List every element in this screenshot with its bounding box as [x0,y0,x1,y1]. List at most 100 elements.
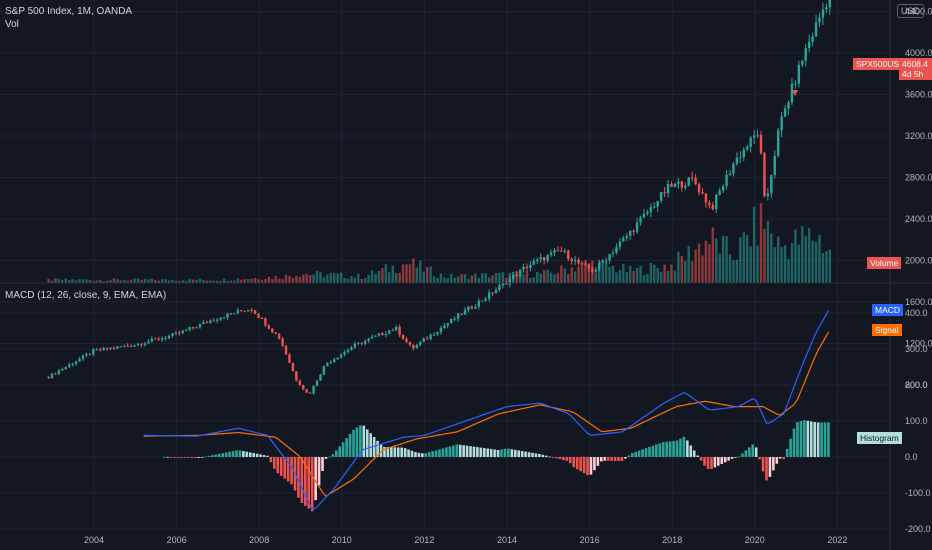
histogram-bar [262,455,266,457]
candle [467,306,470,311]
candle [408,341,412,345]
candle [377,333,381,336]
volume-bar [257,279,260,283]
candle [109,347,112,350]
histogram-bar [286,457,290,482]
volume-bar [594,272,597,283]
candle [763,153,766,197]
histogram-bar [379,444,383,457]
volume-bar [253,277,257,283]
volume-bar [405,264,408,283]
histogram-bar [345,438,348,457]
histogram-bar [200,457,204,458]
candle [773,156,776,176]
candle [326,363,329,367]
candle [573,259,577,262]
volume-bar [246,279,250,283]
candle [333,359,336,363]
candle [123,345,126,347]
candle [756,134,759,136]
candle [484,298,487,301]
candle [694,177,697,185]
candle [635,222,639,232]
volume-bar [653,264,656,283]
volume-bar [494,273,498,283]
histogram-bar [658,443,662,457]
histogram-bar [569,457,572,464]
candle [646,212,649,214]
histogram-bar [290,457,293,485]
volume-bar [611,265,615,283]
candle [81,355,85,359]
candle [615,247,618,253]
candle [308,392,312,394]
histogram-bar [266,455,269,457]
volume-bar [622,263,625,283]
candle [735,157,739,164]
volume-bar [601,259,604,283]
histogram-bar [452,445,455,457]
candle [202,322,205,324]
volume-bar [250,278,253,283]
macd-tick-label: -200.0 [905,524,931,534]
histogram-bar [431,451,434,457]
histogram-bar [803,420,806,457]
histogram-bar [565,457,569,461]
candle [353,343,357,348]
candle [422,338,425,342]
currency-badge[interactable]: USD [896,4,924,18]
volume-title[interactable]: Vol [5,19,19,30]
volume-bar [95,280,98,283]
histogram-bar [809,421,813,457]
candle [346,350,350,352]
histogram-bar [365,429,369,457]
volume-bar [608,266,611,283]
candle [119,346,123,348]
histogram-bar [324,457,328,459]
volume-bar [570,267,573,283]
candle [656,200,659,207]
candle [491,292,494,294]
price-tick-label: 1200.0 [905,339,932,349]
price-axis[interactable]: 800.0 1200.0 1600.0 2000.0 2400.0 2800.0 3200.… [905,0,932,391]
candle [725,174,728,187]
candle [536,259,539,262]
time-axis[interactable]: 2004 2006 2008 2010 2012 2014 2016 2018 2020 2022 [84,535,847,545]
price-tick-label: 3600.0 [905,90,932,100]
histogram-bar [235,450,238,457]
histogram-bar [720,457,724,464]
histogram-bar [476,447,479,457]
histogram-bar [500,449,503,457]
histogram-bar [427,452,431,457]
volume-bar [718,253,721,283]
candle [85,353,88,356]
candle [470,306,474,309]
histogram-bar [207,455,211,457]
volume-bar [68,279,71,283]
histogram-bar [180,457,183,458]
candle [394,326,398,331]
histogram-bar [630,453,634,457]
volume-bar [742,232,745,283]
volume-bar [536,271,539,283]
candle [374,335,377,337]
volume-bar [501,272,505,283]
histogram-bar [407,449,410,457]
volume-bar [518,273,522,283]
histogram-bar [627,455,631,457]
histogram-bar [482,448,486,457]
volume-bar [64,278,67,283]
volume-bar [47,278,50,283]
histogram-bar [741,453,744,457]
histogram-bar [527,452,531,457]
candle [233,313,236,315]
volume-bar [663,264,666,283]
volume-bar [105,280,109,283]
volume-bar [133,278,136,283]
volume-bar [825,251,828,283]
macd-title[interactable]: MACD (12, 26, close, 9, EMA, EMA) [5,290,167,301]
symbol-title[interactable]: S&P 500 Index, 1M, OANDA [5,6,133,17]
price-candles [47,0,832,395]
macd-axis[interactable]: 400.0 300.0 200.0 100.0 0.0 -100.0 -200.0 [905,308,931,534]
